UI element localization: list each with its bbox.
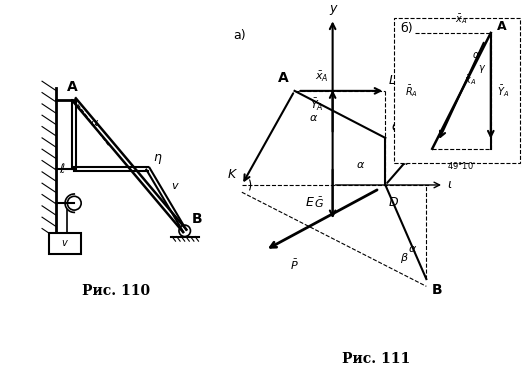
Text: A: A (497, 20, 506, 33)
Text: K: K (228, 168, 236, 181)
Text: $\bar{x}_A$: $\bar{x}_A$ (315, 70, 329, 84)
Text: Рис. 110: Рис. 110 (82, 283, 150, 298)
Text: D: D (388, 196, 398, 209)
Text: $\bar{x}_A$: $\bar{x}_A$ (456, 12, 468, 26)
Text: $\alpha$: $\alpha$ (309, 113, 319, 123)
Text: $\alpha$: $\alpha$ (356, 160, 365, 170)
Text: б): б) (400, 22, 413, 35)
Text: $\bar{Y}_A$: $\bar{Y}_A$ (497, 83, 509, 99)
Text: $\bar{R}_A$: $\bar{R}_A$ (404, 83, 417, 99)
Bar (49, 233, 81, 254)
Text: а): а) (233, 29, 246, 42)
Text: $\bar{x}_A$: $\bar{x}_A$ (464, 74, 476, 87)
Text: $\bar{G}$: $\bar{G}$ (314, 196, 324, 210)
Bar (394, 19, 520, 163)
Text: Рис. 111: Рис. 111 (343, 352, 411, 366)
Text: $\beta$: $\beta$ (400, 251, 409, 264)
Text: $\bar{R}_D$: $\bar{R}_D$ (429, 118, 445, 134)
Text: A: A (66, 80, 77, 94)
Text: A: A (278, 72, 289, 85)
Text: C: C (391, 121, 400, 134)
Text: $\gamma$: $\gamma$ (478, 63, 486, 75)
Text: $49°10′$: $49°10′$ (447, 160, 476, 171)
Text: $\eta$: $\eta$ (153, 152, 162, 166)
Text: L: L (388, 74, 395, 87)
Text: $\bar{P}$: $\bar{P}$ (290, 258, 299, 272)
Text: $v$: $v$ (171, 181, 179, 190)
Text: $v$: $v$ (61, 239, 69, 248)
Text: $\iota$: $\iota$ (447, 178, 452, 192)
Text: E: E (305, 196, 313, 209)
Text: B: B (191, 212, 202, 226)
Text: $\alpha$: $\alpha$ (400, 157, 409, 167)
Text: B: B (432, 283, 443, 297)
Text: $\ell$: $\ell$ (60, 162, 66, 176)
Text: $\alpha$: $\alpha$ (408, 244, 417, 254)
Text: $\bar{Y}_A$: $\bar{Y}_A$ (310, 98, 324, 113)
Text: $\alpha$: $\alpha$ (472, 50, 480, 60)
Text: y: y (329, 2, 336, 15)
Text: $\alpha$: $\alpha$ (90, 118, 99, 128)
